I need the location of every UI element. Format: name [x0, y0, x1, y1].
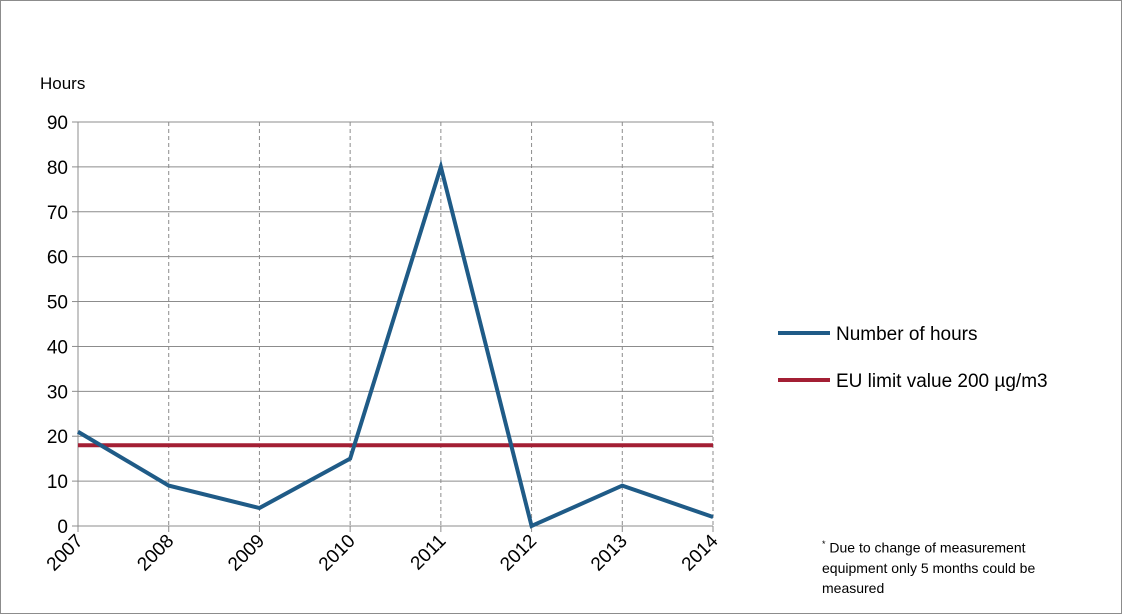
y-tick-label: 0 [57, 517, 68, 538]
footnote-text: Due to change of measurement equipment o… [822, 539, 1036, 596]
footnote: * Due to change of measurement equipment… [822, 534, 1092, 598]
x-tick-label: 2012 [496, 531, 541, 576]
gridlines [78, 121, 714, 526]
footnote-marker: * [822, 539, 826, 549]
x-tick-label: 2014 [678, 530, 723, 575]
legend: Number of hours EU limit value 200 µg/m3 [778, 324, 1048, 392]
y-tick-label: 30 [47, 382, 68, 403]
x-tick-label: 2009 [224, 531, 269, 576]
x-tick-label: 2010 [315, 531, 360, 576]
y-tick-label: 90 [47, 113, 68, 134]
y-tick-label: 20 [47, 427, 68, 448]
series-lines [76, 159, 714, 529]
legend-label: Number of hours [836, 324, 978, 345]
y-axis-title: Hours [40, 74, 85, 93]
tick-labels: 0 10 20 30 40 50 60 70 80 90 2007 2008 2009 2010 2011 2… [43, 113, 723, 575]
x-tick-label: 2013 [587, 531, 632, 576]
x-tick-label: 2011 [407, 531, 451, 575]
y-tick-label: 80 [47, 158, 68, 179]
y-tick-label: 70 [47, 203, 68, 224]
y-tick-label: 50 [47, 293, 68, 314]
y-tick-label: 40 [47, 337, 68, 358]
x-tick-label: 2007 [43, 531, 88, 576]
legend-label: EU limit value 200 µg/m3 [836, 371, 1048, 392]
y-tick-label: 60 [47, 248, 68, 269]
axes [72, 121, 714, 532]
x-tick-label: 2008 [134, 531, 179, 576]
y-tick-label: 10 [47, 472, 68, 493]
series-line-number-of-hours [76, 159, 714, 529]
